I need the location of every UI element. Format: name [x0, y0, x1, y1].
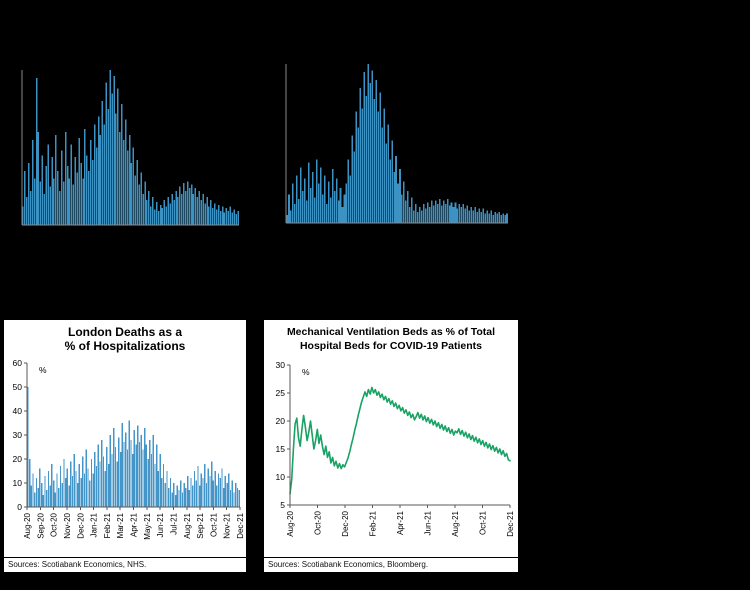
source-note-nhs: Sources: Scotiabank Economics, NHS.: [4, 557, 246, 572]
ventilation-beds-chart: 5 10 15 20 25 30 Aug-20 Oct-20 Dec-20 Feb-21 Apr-2…: [276, 360, 515, 537]
top-left-bar-chart: [21, 70, 239, 226]
svg-text:Jan-21: Jan-21: [90, 512, 99, 537]
svg-text:5: 5: [280, 500, 285, 510]
london-deaths-chart: 0 10 20 30 40 50 60 Aug-20 Sep-20 Oct-20 Nov-20 Dec…: [13, 358, 245, 540]
svg-text:Jun-21: Jun-21: [424, 510, 433, 535]
title-line-2: % of Hospitalizations: [64, 339, 186, 353]
svg-text:Oct-21: Oct-21: [479, 510, 488, 535]
svg-text:0: 0: [17, 502, 22, 512]
title-line-2: Hospital Beds for COVID-19 Patients: [299, 340, 483, 352]
svg-text:Aug-21: Aug-21: [183, 512, 192, 538]
svg-text:Jul-21: Jul-21: [169, 512, 178, 534]
svg-text:Dec-21: Dec-21: [506, 510, 515, 536]
svg-text:Jun-21: Jun-21: [156, 512, 165, 537]
svg-text:Mar-21: Mar-21: [116, 512, 125, 538]
title-line-1: Mechanical Ventilation Beds as % of Tota…: [286, 326, 496, 338]
svg-text:Oct-20: Oct-20: [314, 510, 323, 535]
svg-text:Aug-20: Aug-20: [286, 510, 295, 536]
svg-text:20: 20: [13, 454, 23, 464]
ventilation-beds-panel: Mechanical Ventilation Beds as % of Tota…: [262, 318, 520, 574]
svg-text:Sep-20: Sep-20: [36, 512, 45, 538]
svg-text:30: 30: [276, 360, 286, 370]
svg-text:%: %: [39, 365, 47, 375]
svg-text:25: 25: [276, 388, 286, 398]
svg-text:Oct-20: Oct-20: [50, 512, 59, 537]
svg-text:Nov-20: Nov-20: [63, 512, 72, 538]
ventilation-beds-title: Mechanical Ventilation Beds as % of Tota…: [264, 325, 518, 353]
svg-text:Aug-21: Aug-21: [451, 510, 460, 536]
svg-text:Sep-21: Sep-21: [196, 512, 205, 538]
svg-text:30: 30: [13, 430, 23, 440]
svg-text:20: 20: [276, 416, 286, 426]
svg-text:Nov-21: Nov-21: [223, 512, 232, 538]
svg-text:40: 40: [13, 406, 23, 416]
svg-text:Dec-20: Dec-20: [76, 512, 85, 538]
svg-text:Apr-21: Apr-21: [130, 512, 139, 537]
top-right-chart-panel: [280, 58, 514, 230]
svg-text:10: 10: [13, 478, 23, 488]
svg-text:Dec-20: Dec-20: [341, 510, 350, 536]
london-deaths-panel: London Deaths as a % of Hospitalizations…: [2, 318, 248, 574]
svg-text:Dec-21: Dec-21: [236, 512, 245, 538]
title-line-1: London Deaths as a: [67, 325, 183, 339]
svg-text:50: 50: [13, 382, 23, 392]
svg-text:Aug-20: Aug-20: [23, 512, 32, 538]
source-note-bloomberg: Sources: Scotiabank Economics, Bloomberg…: [264, 557, 518, 572]
svg-text:Apr-21: Apr-21: [396, 510, 405, 535]
svg-text:10: 10: [276, 472, 286, 482]
top-left-chart-panel: [12, 60, 242, 230]
svg-text:15: 15: [276, 444, 286, 454]
svg-text:60: 60: [13, 358, 23, 368]
svg-text:May-21: May-21: [143, 512, 152, 539]
svg-text:%: %: [302, 367, 310, 377]
top-right-bar-chart: [285, 64, 508, 224]
london-deaths-title: London Deaths as a % of Hospitalizations: [4, 325, 246, 353]
svg-text:Feb-21: Feb-21: [103, 512, 112, 538]
svg-text:Oct-21: Oct-21: [209, 512, 218, 537]
svg-text:Feb-21: Feb-21: [369, 510, 378, 536]
